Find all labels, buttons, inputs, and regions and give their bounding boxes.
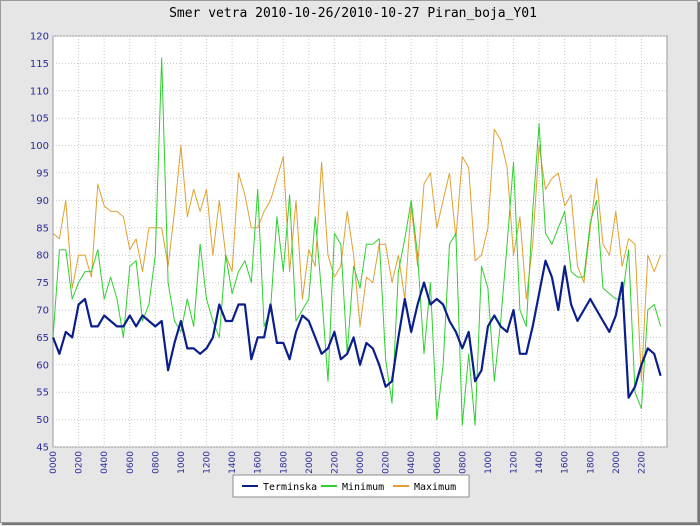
chart-title: Smer vetra 2010-10-26/2010-10-27 Piran_b… [169,6,537,21]
y-tick-label: 45 [36,443,49,454]
y-tick-label: 105 [30,114,49,125]
y-tick-label: 90 [36,196,49,207]
x-axis: 0000 0200 0400 0600 0800 1000 1200 1400 1600 1800… [49,451,647,474]
x-tick-label: 1600 [561,451,571,474]
x-tick-label: 1400 [228,451,238,474]
legend-label-minimum: Minimum [342,482,384,493]
x-tick-label: 0200 [75,451,85,474]
x-tick-label: 1200 [510,451,520,474]
y-tick-label: 95 [36,169,49,180]
x-tick-label: 0000 [49,451,59,474]
y-tick-label: 115 [30,59,49,70]
y-tick-label: 100 [30,141,49,152]
y-tick-label: 85 [36,223,49,234]
x-tick-label: 1200 [203,451,213,474]
y-tick-label: 55 [36,388,49,399]
x-tick-label: 1400 [535,451,545,474]
x-tick-label: 1600 [254,451,264,474]
y-tick-label: 60 [36,360,49,371]
legend-label-maximum: Maximum [414,482,456,493]
x-tick-label: 0600 [433,451,443,474]
legend-box [232,474,470,498]
x-tick-label: 1800 [279,451,289,474]
y-tick-label: 70 [36,306,49,317]
series-line-maximum [52,128,662,382]
x-tick-label: 0400 [407,451,417,474]
x-tick-label: 1000 [484,451,494,474]
y-tick-label: 110 [30,86,49,97]
x-tick-label: 0000 [356,451,366,474]
x-tick-label: 0200 [382,451,392,474]
legend: Terminska Minimum Maximum [232,474,470,498]
y-tick-label: 80 [36,251,49,262]
y-tick-label: 75 [36,278,49,289]
y-tick-label: 120 [30,32,49,43]
x-tick-label: 2000 [305,451,315,474]
y-tick-label: 65 [36,333,49,344]
x-tick-label: 0600 [126,451,136,474]
series-line-minimum [52,57,662,426]
x-tick-label: 1000 [177,451,187,474]
x-tick-label: 0800 [151,451,161,474]
x-tick-label: 2000 [612,451,622,474]
grid [53,35,667,448]
x-tick-label: 1800 [586,451,596,474]
x-tick-label: 0800 [458,451,468,474]
series-line-terminska [51,259,662,399]
x-tick-label: 2200 [330,451,340,474]
x-tick-label: 2200 [637,451,647,474]
y-tick-label: 50 [36,415,49,426]
x-tick-label: 0400 [100,451,110,474]
legend-label-terminska: Terminska [263,482,317,493]
y-axis: 45 50 55 60 65 70 75 80 85 90 95 100 105 110 115 120 [30,32,49,454]
series-layer [51,57,662,426]
